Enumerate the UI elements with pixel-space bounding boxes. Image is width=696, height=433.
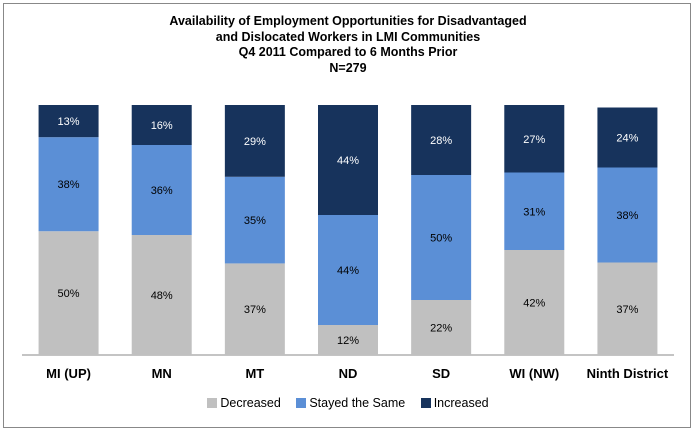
legend-label-stayed-the-same: Stayed the Same [309,396,406,410]
data-label: 36% [151,185,173,197]
bar-segment-stayed-the-same-mt [224,176,285,264]
bar-segment-decreased-sd [411,300,472,355]
x-tick-label: WI (NW) [509,366,559,381]
legend-label-decreased: Decreased [220,396,281,410]
legend-label-increased: Increased [433,396,489,410]
bar-segment-stayed-the-same-mi-up [38,137,99,232]
data-label: 35% [244,215,266,227]
data-label: 28% [430,135,452,147]
bar-segment-stayed-the-same-sd [411,175,472,300]
data-label: 12% [337,335,359,347]
bar-segment-decreased-ninth-district [597,262,658,355]
x-tick-label: ND [339,366,358,381]
data-label: 16% [151,120,173,132]
bar-segment-decreased-wi-nw [504,250,565,355]
data-label: 31% [523,206,545,218]
bar-segment-stayed-the-same-nd [318,215,378,325]
data-label: 29% [244,136,266,148]
title-line-2: and Dislocated Workers in LMI Communitie… [215,29,481,44]
x-tick-label: MT [245,366,264,381]
legend-swatch-decreased [207,398,218,408]
bar-segment-increased-ninth-district [597,107,658,168]
data-label: 27% [523,134,545,146]
bar-segment-stayed-the-same-mn [131,145,192,235]
bar-segment-increased-mn [131,105,192,145]
chart-legend: Decreased Stayed the Same Increased [0,396,696,410]
x-tick-label: Ninth District [587,366,669,381]
bar-segment-increased-nd [318,105,378,215]
title-line-4: N=279 [329,60,367,75]
data-label: 24% [616,133,638,145]
bar-segment-decreased-mn [131,235,192,355]
legend-swatch-stayed-the-same [296,398,307,408]
legend-swatch-increased [420,398,431,408]
data-label: 37% [244,304,266,316]
bar-segment-decreased-mi-up [38,231,99,355]
bar-segment-decreased-nd [318,325,378,355]
x-tick-label: SD [432,366,450,381]
bar-segment-increased-sd [411,105,472,175]
bar-segment-decreased-mt [224,263,285,355]
data-label: 50% [430,233,452,245]
bar-segment-stayed-the-same-ninth-district [597,167,658,263]
data-label: 38% [616,210,638,222]
title-line-1: Availability of Employment Opportunities… [169,14,527,28]
legend-item-decreased: Decreased [207,396,281,410]
bar-segment-increased-mi-up [38,105,99,138]
legend-item-increased: Increased [420,396,489,410]
data-label: 42% [523,298,545,310]
data-label: 50% [58,288,80,300]
legend-item-stayed-the-same: Stayed the Same [296,396,405,410]
bar-segment-increased-wi-nw [504,105,565,173]
data-label: 44% [337,155,359,167]
data-label: 37% [616,304,638,316]
chart-title: Availability of Employment Opportunities… [0,14,696,76]
data-label: 48% [151,290,173,302]
data-label: 13% [58,116,80,128]
data-label: 44% [337,265,359,277]
bar-segment-stayed-the-same-wi-nw [504,172,565,250]
data-label: 38% [58,179,80,191]
title-line-3: Q4 2011 Compared to 6 Months Prior [238,45,458,59]
x-tick-label: MI (UP) [46,366,91,381]
x-tick-label: MN [152,366,172,381]
bar-segment-increased-mt [224,105,285,177]
data-label: 22% [430,323,452,335]
